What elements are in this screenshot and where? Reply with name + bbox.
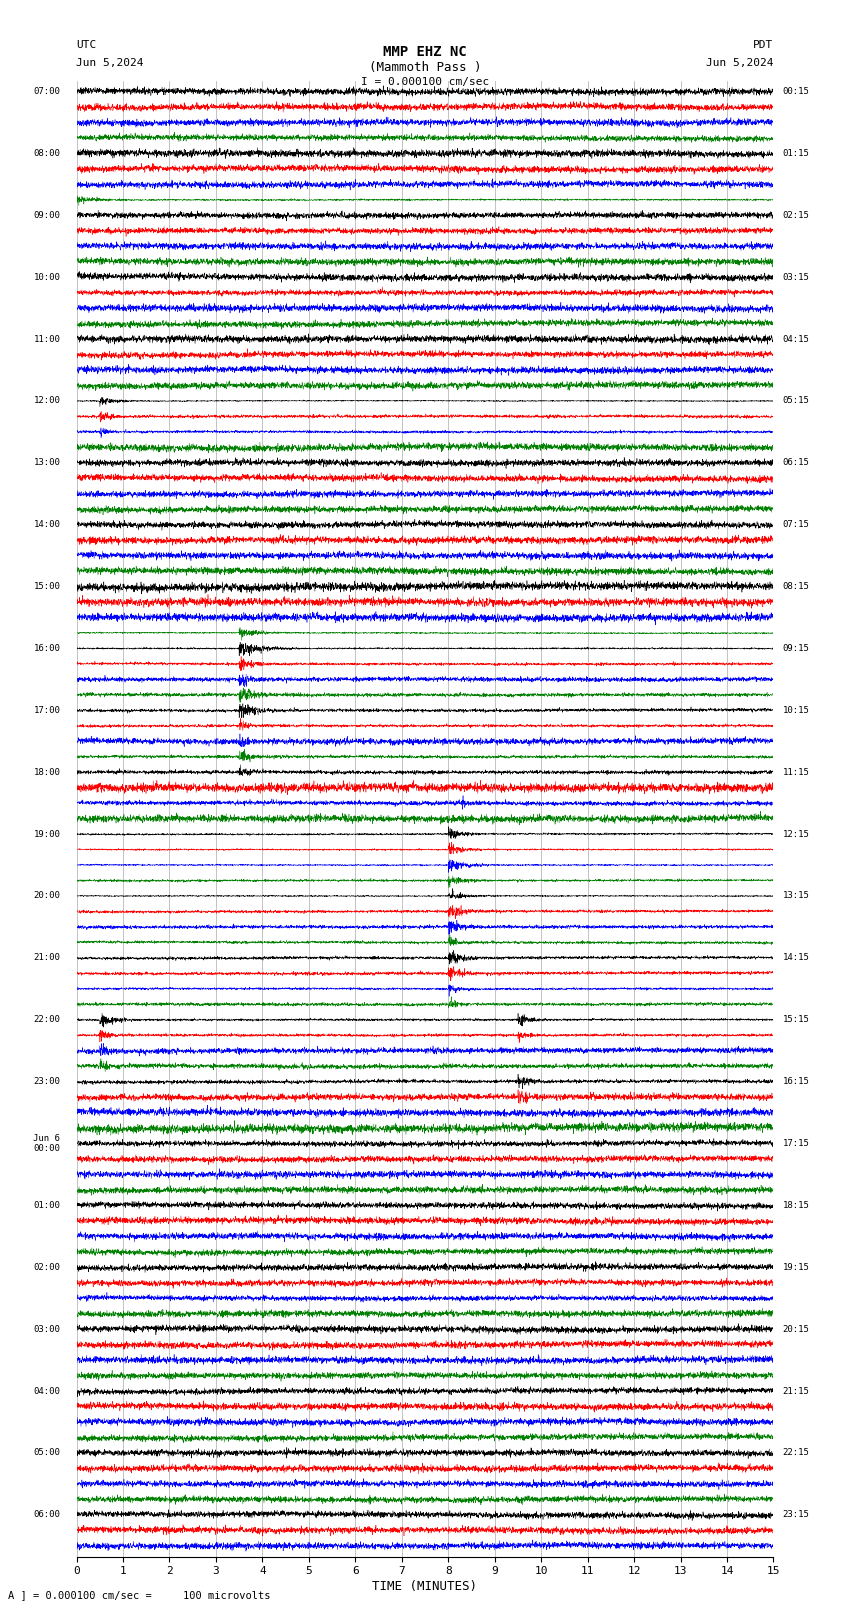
Text: 17:00: 17:00 [33, 706, 60, 715]
Text: 12:00: 12:00 [33, 397, 60, 405]
Text: 19:15: 19:15 [783, 1263, 810, 1271]
Text: 09:00: 09:00 [33, 211, 60, 219]
Text: 08:00: 08:00 [33, 148, 60, 158]
Text: 16:15: 16:15 [783, 1077, 810, 1086]
Text: (Mammoth Pass ): (Mammoth Pass ) [369, 61, 481, 74]
Text: 22:00: 22:00 [33, 1015, 60, 1024]
Text: 18:00: 18:00 [33, 768, 60, 777]
Text: 04:15: 04:15 [783, 334, 810, 344]
Text: 20:00: 20:00 [33, 892, 60, 900]
Text: 03:00: 03:00 [33, 1324, 60, 1334]
Text: 14:00: 14:00 [33, 519, 60, 529]
Text: 19:00: 19:00 [33, 829, 60, 839]
Text: 07:00: 07:00 [33, 87, 60, 97]
Text: 21:15: 21:15 [783, 1387, 810, 1395]
Text: 16:00: 16:00 [33, 644, 60, 653]
Text: 10:15: 10:15 [783, 706, 810, 715]
Text: 14:15: 14:15 [783, 953, 810, 963]
Text: 09:15: 09:15 [783, 644, 810, 653]
Text: 10:00: 10:00 [33, 273, 60, 282]
Text: 23:15: 23:15 [783, 1510, 810, 1519]
Text: 15:15: 15:15 [783, 1015, 810, 1024]
Text: 23:00: 23:00 [33, 1077, 60, 1086]
Text: UTC: UTC [76, 40, 97, 50]
Text: 04:00: 04:00 [33, 1387, 60, 1395]
Text: A ] = 0.000100 cm/sec =     100 microvolts: A ] = 0.000100 cm/sec = 100 microvolts [8, 1590, 271, 1600]
Text: 08:15: 08:15 [783, 582, 810, 590]
Text: 13:00: 13:00 [33, 458, 60, 468]
Text: 11:00: 11:00 [33, 334, 60, 344]
Text: 12:15: 12:15 [783, 829, 810, 839]
Text: 11:15: 11:15 [783, 768, 810, 777]
Text: Jun 5,2024: Jun 5,2024 [76, 58, 144, 68]
Text: 00:15: 00:15 [783, 87, 810, 97]
Text: 03:15: 03:15 [783, 273, 810, 282]
Text: 18:15: 18:15 [783, 1200, 810, 1210]
X-axis label: TIME (MINUTES): TIME (MINUTES) [372, 1581, 478, 1594]
Text: MMP EHZ NC: MMP EHZ NC [383, 45, 467, 60]
Text: 06:15: 06:15 [783, 458, 810, 468]
Text: 20:15: 20:15 [783, 1324, 810, 1334]
Text: 06:00: 06:00 [33, 1510, 60, 1519]
Text: 07:15: 07:15 [783, 519, 810, 529]
Text: 02:00: 02:00 [33, 1263, 60, 1271]
Text: 13:15: 13:15 [783, 892, 810, 900]
Text: 17:15: 17:15 [783, 1139, 810, 1148]
Text: Jun 5,2024: Jun 5,2024 [706, 58, 774, 68]
Text: 21:00: 21:00 [33, 953, 60, 963]
Text: I = 0.000100 cm/sec: I = 0.000100 cm/sec [361, 77, 489, 87]
Text: 01:15: 01:15 [783, 148, 810, 158]
Text: 05:15: 05:15 [783, 397, 810, 405]
Text: Jun 6
00:00: Jun 6 00:00 [33, 1134, 60, 1153]
Text: 22:15: 22:15 [783, 1448, 810, 1458]
Text: PDT: PDT [753, 40, 774, 50]
Text: 01:00: 01:00 [33, 1200, 60, 1210]
Text: 15:00: 15:00 [33, 582, 60, 590]
Text: 02:15: 02:15 [783, 211, 810, 219]
Text: 05:00: 05:00 [33, 1448, 60, 1458]
